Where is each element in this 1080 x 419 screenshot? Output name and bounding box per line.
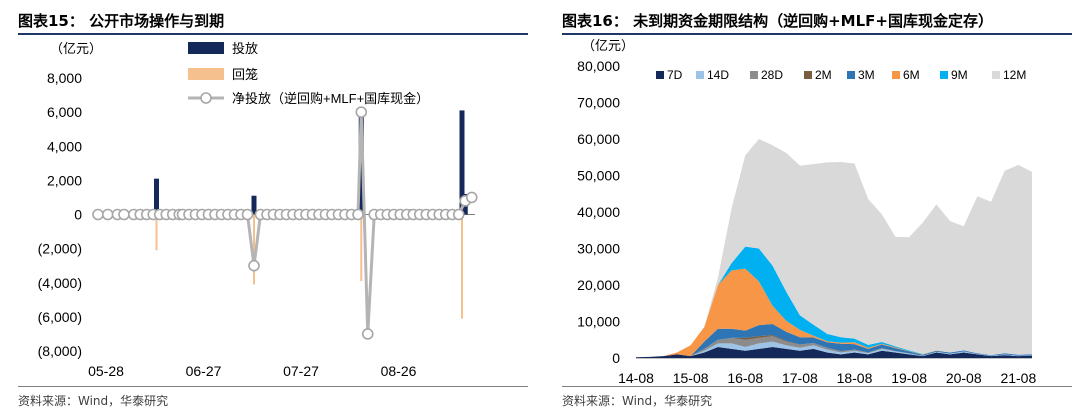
y-tick-label: 30,000 [577,241,620,257]
legend-swatch [750,71,758,79]
right-chart-panel: 图表16： 未到期资金期限结构（逆回购+MLF+国库现金定存） （亿元） 80,0… [544,0,1080,419]
y-tick-label: 8,000 [47,70,82,86]
y-tick-label: (4,000) [38,275,82,291]
net-injection-point [101,208,114,221]
net-injection-point [352,208,364,221]
net-injection-point [452,208,465,221]
maturity-bar [461,214,463,319]
injection-bar [251,195,257,215]
legend-swatch [940,71,948,79]
maturity-bar [360,214,363,282]
source-divider [562,386,1072,387]
y-axis-unit: （亿元） [50,41,102,56]
x-tick-label: 14-08 [618,370,654,386]
chart-title: 图表15： 公开市场操作与到期 [18,12,225,30]
x-tick-label: 20-08 [946,370,982,386]
title-divider [18,33,528,35]
y-tick-label: 20,000 [577,277,620,293]
maturity-bar [253,214,255,285]
area-series-28d [636,336,1032,358]
open-market-chart: （亿元） 8,000 6,000 4,000 2,000 0 (2,000) (4,000) (… [38,41,478,379]
net-injection-point [355,106,368,118]
x-tick-label: 21-08 [1000,370,1036,386]
x-tick-label: 07-27 [283,363,319,379]
y-tick-label: (8,000) [38,343,82,359]
y-tick-label: 40,000 [577,204,620,220]
legend-swatch [656,71,664,79]
area-series-7d [636,347,1032,358]
legend-swatch [992,71,1000,79]
y-tick-label: 10,000 [577,314,620,330]
x-tick-label: 15-08 [673,370,709,386]
injection-bar [154,178,159,215]
legend-label: 2M [815,68,832,82]
x-tick-label: 06-27 [186,363,222,379]
net-injection-point [118,208,130,221]
x-tick-label: 08-26 [381,363,417,379]
left-chart-panel: 图表15： 公开市场操作与到期 （亿元） 8,000 6,000 4,000 2,000… [0,0,536,419]
maturity-bar [155,214,158,251]
net-injection-point [241,208,254,221]
legend-label: 14D [707,68,729,82]
legend-label-net: 净投放（逆回购+MLF+国库现金） [232,91,429,106]
legend-swatch [804,71,812,79]
legend-label-maturity: 回笼 [232,67,258,82]
legend-label: 9M [951,68,968,82]
injection-bar [358,115,364,215]
y-tick-label: 70,000 [577,95,620,111]
net-injection-line [98,112,473,335]
net-injection-point [361,328,374,340]
net-injection-point [248,259,260,272]
x-tick-label: 19-08 [891,370,927,386]
legend-label: 7D [667,68,683,82]
legend-label: 28D [761,68,783,82]
legend-label: 3M [858,68,875,82]
y-tick-label: 0 [612,350,620,366]
legend-swatch-injection [188,42,224,54]
y-tick-label: 2,000 [47,172,82,188]
net-injection-point [465,191,478,204]
source-divider [18,386,528,387]
y-tick-label: (2,000) [38,241,82,257]
y-tick-label: 6,000 [47,104,82,120]
source-note: 资料来源：Wind，华泰研究 [18,394,169,408]
area-series-6m [636,268,1032,358]
y-tick-label: 60,000 [577,131,620,147]
y-tick-label: 4,000 [47,138,82,154]
legend-swatch [696,71,704,79]
y-tick-label: 0 [74,207,82,223]
legend-swatch-net-marker [200,92,212,104]
area-series-3m [636,324,1032,358]
source-note: 资料来源：Wind，华泰研究 [562,394,713,408]
y-tick-label: 50,000 [577,168,620,184]
net-injection-point [92,208,104,221]
legend-swatch [892,71,900,79]
title-divider [562,33,1072,35]
injection-bar [459,110,465,215]
chart-title: 图表16： 未到期资金期限结构（逆回购+MLF+国库现金定存） [562,12,993,30]
x-tick-label: 18-08 [837,370,873,386]
x-tick-label: 05-28 [88,363,124,379]
y-axis-unit: （亿元） [582,38,634,53]
area-series-14d [636,341,1032,358]
maturity-structure-chart: （亿元） 80,000 70,000 60,000 50,000 40,000 30,000… [577,38,1036,386]
legend-label-injection: 投放 [232,41,258,56]
x-tick-label: 16-08 [727,370,763,386]
legend-swatch-maturity [188,68,224,80]
y-tick-label: (6,000) [38,309,82,325]
legend-label: 12M [1003,68,1026,82]
legend-label: 6M [903,68,920,82]
legend-swatch [847,71,855,79]
y-tick-label: 80,000 [577,58,620,74]
area-series-12m [636,139,1032,358]
x-tick-label: 17-08 [782,370,818,386]
